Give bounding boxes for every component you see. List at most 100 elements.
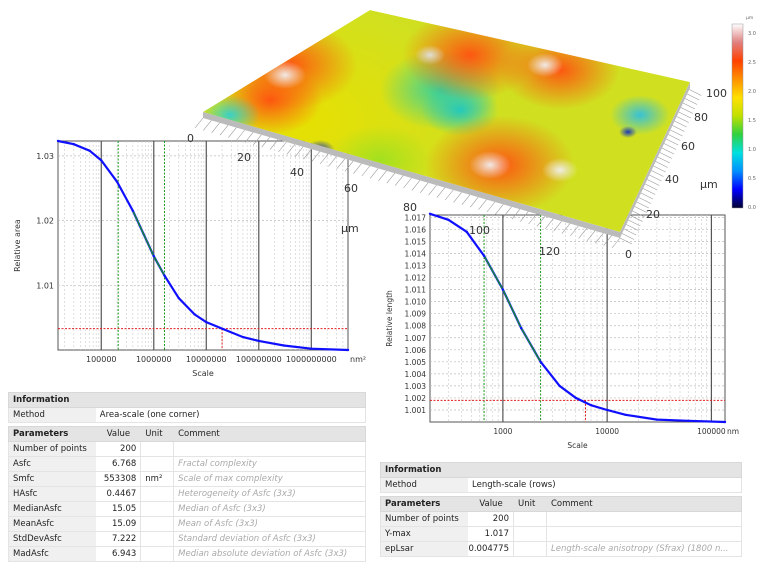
y-axis-title: Relative area [13,219,22,272]
y-tick-label: 1.004 [405,370,427,379]
axis-tick [436,187,446,198]
method-row: Method Length-scale (rows) [380,478,742,493]
colorbar-tick-label: 3.0 [748,31,756,37]
axis-tick [244,132,254,143]
method-value: Area-scale (one corner) [99,410,200,420]
parameters-header: Parameters Value Unit Comment [8,426,366,442]
axis-tick [294,146,304,157]
y-tick-label: 1.016 [405,225,427,234]
y-axis-tick-label: 60 [681,140,695,153]
method-row: Method Area-scale (one corner) [8,408,366,423]
axis-tick [444,189,454,201]
x-unit-label: nm² [350,355,366,364]
axis-tick [511,209,521,220]
parameter-row: MedianAsfc 15.05 Median of Asfc (3x3) [8,502,366,517]
y-tick-label: 1.009 [405,310,427,319]
column-header: Comment [551,499,593,509]
parameter-row: MadAsfc 6.943 Median absolute deviation of… [8,547,366,562]
axis-tick [453,192,462,203]
parameter-comment: Median absolute deviation of Asfc (3x3) [178,549,348,559]
data-point [131,209,135,213]
column-header: Value [479,499,503,509]
data-point [257,339,260,343]
y-tick-label: 1.014 [405,250,427,259]
y-tick-label: 1.02 [36,217,54,226]
axis-tick [657,156,670,164]
y-axis-tick-label: 80 [694,111,708,124]
axis-tick [503,206,512,217]
axis-tick [394,175,404,186]
axis-tick [528,213,537,225]
axis-tick [328,156,337,167]
data-point [193,313,196,316]
length-scale-results-table: Information Method Length-scale (rows) Para… [380,462,742,557]
axis-tick [647,179,660,186]
y-tick-label: 1.005 [405,358,427,367]
axis-tick [419,182,429,193]
parameter-value: 200 [468,512,514,526]
method-label: Method [381,478,468,492]
x-axis-tick-label: 80 [403,201,417,214]
parameter-unit [141,532,175,546]
parameter-comment: Standard deviation of Asfc (3x3) [178,534,316,544]
height-region [264,61,306,89]
axis-tick [663,143,677,150]
height-region [415,45,445,65]
fit-line [483,255,542,363]
axis-tick [661,147,675,155]
axis-tick [611,237,621,249]
axis-tick [319,153,329,165]
y-tick-label: 1.03 [36,152,54,161]
parameter-unit [141,547,175,561]
y-axis-unit: µm [700,178,718,191]
x-axis-tick-label: 40 [290,166,304,179]
parameter-comment: Mean of Asfc (3x3) [178,519,258,529]
y-axis-tick-label: 20 [646,208,660,221]
colorbar-tick-label: 1.5 [748,118,756,124]
axis-tick [469,197,479,208]
parameter-row: HAsfc 0.4467 Heterogeneity of Asfc (3x3) [8,487,366,502]
y-tick-label: 1.010 [405,298,427,307]
axis-tick [680,107,694,114]
parameter-comment [174,442,365,456]
data-point [115,180,119,183]
parameter-unit [141,517,175,531]
method-label: Method [9,408,96,422]
parameter-value: 0.4467 [96,487,142,501]
y-tick-label: 1.001 [405,406,427,415]
parameters-header: Parameters Value Unit Comment [380,496,742,512]
parameter-comment [547,512,739,526]
axis-tick [687,93,700,101]
axis-tick [253,134,262,145]
parameter-comment: Scale of max complexity [178,474,283,484]
axis-tick [536,216,546,227]
parameter-row: epLsar 0.004775 Length-scale anisotropy (S… [380,542,742,557]
axis-tick [578,228,587,239]
column-header: Parameters [13,429,69,439]
x-tick-label: 1000000 [136,355,172,364]
x-axis-tick-label: 100 [469,224,490,237]
parameter-row: Y-max 1.017 [380,527,742,542]
data-point [520,326,523,330]
axis-tick [378,170,387,181]
parameter-unit [141,502,175,516]
parameter-row: Number of points 200 [8,442,366,457]
axis-tick [628,219,641,227]
x-axis-tick-label: 120 [539,245,560,258]
colorbar-tick-label: 1.0 [748,147,756,153]
x-tick-label: 100000 [86,355,117,364]
axis-tick [603,235,612,246]
column-header: Value [106,429,131,439]
axis-tick [561,223,571,234]
axis-tick [219,125,229,136]
axis-tick [655,161,668,168]
data-point [589,403,593,407]
x-tick-label: 10000000 [186,355,227,364]
axis-tick [649,174,662,182]
colorbar-unit: µm [746,16,753,21]
x-axis-unit: µm [341,222,359,235]
axis-tick [632,210,645,218]
parameter-value: 200 [96,442,142,456]
